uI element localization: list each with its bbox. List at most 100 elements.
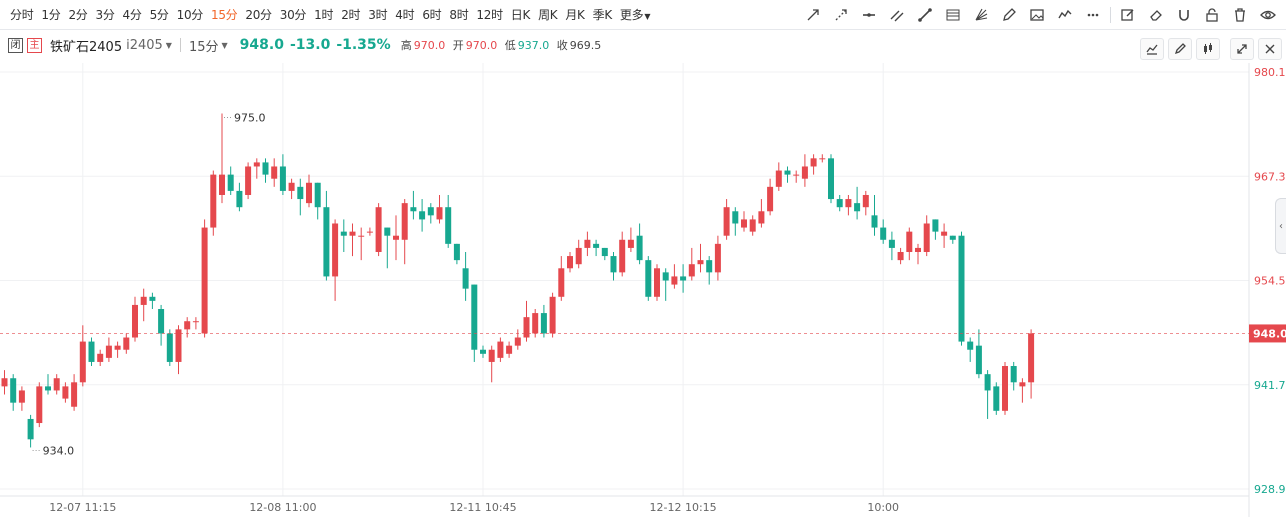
period-11[interactable]: 2时 [341, 8, 361, 22]
period-6[interactable]: 10分 [176, 8, 204, 22]
high-value: 970.0 [413, 39, 446, 52]
candle-body [514, 337, 521, 346]
candle-body [984, 374, 991, 391]
pencil-icon[interactable] [995, 0, 1023, 30]
period-19[interactable]: 月K [565, 8, 585, 22]
sidebar-toggle[interactable]: ‹ [1275, 198, 1286, 254]
arrow-line-icon[interactable] [799, 0, 827, 30]
candle-body [549, 296, 556, 334]
candle-body [575, 247, 582, 265]
candle-body [192, 321, 199, 323]
period-9[interactable]: 30分 [279, 8, 307, 22]
last-price: 948.0 [239, 37, 284, 53]
period-13[interactable]: 4时 [395, 8, 415, 22]
image-icon[interactable] [1023, 0, 1051, 30]
parallel-line-icon[interactable] [883, 0, 911, 30]
candle-body [706, 260, 713, 273]
candle-body [567, 256, 573, 269]
candle-body [506, 345, 513, 354]
candle-body [888, 239, 895, 248]
candle-body [671, 276, 678, 285]
candle-body [297, 186, 304, 200]
fibonacci-icon[interactable] [939, 0, 967, 30]
close-icon[interactable] [1258, 38, 1282, 60]
close-label: 收 [556, 39, 568, 52]
period-4[interactable]: 4分 [122, 8, 142, 22]
period-5[interactable]: 5分 [149, 8, 169, 22]
fan-icon[interactable] [967, 0, 995, 30]
divider [179, 38, 181, 52]
x-tick-label: 12-11 10:45 [449, 501, 516, 514]
candle-body [410, 207, 417, 212]
symbol-code[interactable]: i2405 [126, 37, 163, 53]
trash-icon[interactable] [1226, 0, 1254, 30]
price-change-pct: -1.35% [336, 37, 391, 53]
candle-body [862, 194, 869, 208]
wave-icon[interactable] [1051, 0, 1079, 30]
candle-body [123, 337, 130, 350]
interval-select[interactable]: 15分 [188, 39, 219, 55]
candle-body [645, 260, 652, 297]
candle-body [349, 231, 356, 236]
current-price-tag [1249, 324, 1286, 343]
period-toolbar: 分时 1分 2分 3分 4分 5分 10分 15分 20分 30分 1时 2时 3时 4时 6时 8时 12时日… [0, 0, 1286, 30]
dots-more-icon[interactable] [1079, 0, 1107, 30]
period-16[interactable]: 12时 [476, 8, 503, 22]
toolbar-divider [1110, 7, 1111, 23]
candle-body [332, 223, 339, 277]
candle-body [97, 353, 104, 362]
chevron-left-icon: ‹ [1279, 220, 1283, 232]
segment-icon[interactable] [911, 0, 939, 30]
period-10[interactable]: 1时 [314, 8, 334, 22]
candle-body [419, 211, 426, 220]
eraser-icon[interactable] [1142, 0, 1170, 30]
candle-body [819, 158, 826, 160]
candle-body [749, 219, 756, 232]
period-2[interactable]: 2分 [68, 8, 88, 22]
min-label: 934.0 [43, 444, 75, 457]
more-label: 更多 [619, 8, 644, 22]
candle-body [236, 190, 243, 208]
period-3[interactable]: 3分 [95, 8, 115, 22]
chevron-down-icon[interactable]: ▼ [165, 40, 172, 50]
candle-body [532, 313, 539, 334]
edit-icon[interactable] [1114, 0, 1142, 30]
period-0[interactable]: 分时 [10, 8, 34, 22]
lock-icon[interactable] [1198, 0, 1226, 30]
dashed-arrow-icon[interactable] [827, 0, 855, 30]
horizontal-line-icon[interactable] [855, 0, 883, 30]
period-12[interactable]: 3时 [368, 8, 388, 22]
period-20[interactable]: 季K [592, 8, 613, 22]
candle-body [436, 207, 443, 220]
candle-body [767, 186, 774, 212]
pencil-icon[interactable] [1168, 38, 1192, 60]
period-18[interactable]: 周K [538, 8, 558, 22]
indicator-icon[interactable] [1140, 38, 1164, 60]
expand-icon[interactable] [1230, 38, 1254, 60]
candle-style-icon[interactable] [1196, 38, 1220, 60]
candle-body [262, 162, 269, 175]
symbol-name[interactable]: 铁矿石2405 [50, 39, 123, 55]
period-14[interactable]: 6时 [422, 8, 442, 22]
candle-body [497, 341, 504, 358]
candle-body [427, 207, 434, 216]
period-15[interactable]: 8时 [449, 8, 469, 22]
candle-body [801, 166, 808, 179]
magnet-icon[interactable] [1170, 0, 1198, 30]
current-price-label: 948.0 [1253, 327, 1286, 340]
period-17[interactable]: 日K [510, 8, 531, 22]
more-periods-button[interactable]: 更多▼ [616, 6, 654, 23]
candle-body [393, 235, 399, 240]
drawing-tools [799, 0, 1282, 30]
period-7[interactable]: 15分 [211, 8, 238, 22]
candle-body [166, 333, 173, 362]
period-8[interactable]: 20分 [245, 8, 272, 22]
candle-body [375, 207, 382, 252]
period-1[interactable]: 1分 [41, 8, 61, 22]
candle-body [1002, 366, 1008, 411]
candle-body [384, 227, 391, 236]
status-closed-badge: 闭 [8, 37, 23, 53]
chevron-down-icon[interactable]: ▼ [221, 40, 228, 50]
eye-icon[interactable] [1254, 0, 1282, 30]
